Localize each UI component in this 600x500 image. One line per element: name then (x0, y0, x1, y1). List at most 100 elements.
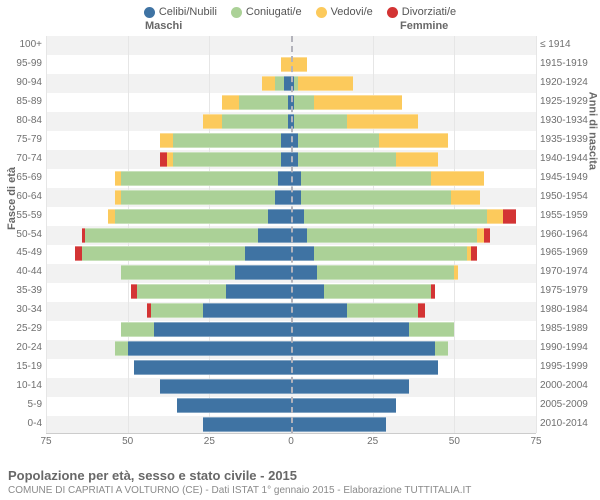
bar-segment (314, 95, 402, 110)
bar-segment (151, 303, 203, 318)
bar-segment (471, 246, 478, 261)
female-bar (291, 341, 448, 356)
legend-swatch (231, 7, 242, 18)
age-label: 5-9 (2, 399, 42, 410)
bar-segment (298, 76, 354, 91)
age-label: 45-49 (2, 247, 42, 258)
bar-segment (275, 76, 285, 91)
female-bar (291, 284, 435, 299)
bar-segment (121, 322, 154, 337)
bar-segment (396, 152, 438, 167)
female-bar (291, 171, 484, 186)
bar-segment (291, 417, 386, 432)
bar-segment (115, 341, 128, 356)
bar-segment (121, 190, 275, 205)
bar-segment (301, 171, 432, 186)
x-tick: 50 (449, 436, 460, 447)
age-label: 25-29 (2, 323, 42, 334)
male-bar (160, 133, 291, 148)
chart-title: Popolazione per età, sesso e stato civil… (8, 468, 592, 483)
x-axis: 7550250255075 (46, 434, 536, 452)
male-bar (108, 209, 291, 224)
age-label: 15-19 (2, 361, 42, 372)
bar-segment (160, 379, 291, 394)
bar-segment (245, 246, 291, 261)
age-label: 50-54 (2, 229, 42, 240)
x-tick: 75 (40, 436, 51, 447)
birth-year-label: 1930-1934 (540, 115, 598, 126)
bar-segment (484, 228, 491, 243)
bar-segment (291, 379, 409, 394)
center-axis (291, 36, 293, 433)
female-bar (291, 379, 409, 394)
bar-segment (226, 284, 291, 299)
bar-segment (121, 265, 235, 280)
bar-segment (431, 284, 434, 299)
bar-segment (222, 114, 287, 129)
male-bar (115, 341, 291, 356)
bar-segment (298, 133, 380, 148)
birth-year-label: 1925-1929 (540, 96, 598, 107)
female-bar (291, 133, 448, 148)
female-bar (291, 265, 458, 280)
male-bar (134, 360, 291, 375)
bar-segment (173, 152, 281, 167)
male-bar (203, 114, 291, 129)
bar-segment (82, 246, 245, 261)
bar-segment (307, 228, 477, 243)
bar-segment (291, 322, 409, 337)
male-bar (160, 379, 291, 394)
birth-year-label: 1960-1964 (540, 229, 598, 240)
female-bar (291, 190, 480, 205)
age-label: 35-39 (2, 285, 42, 296)
age-label: 70-74 (2, 153, 42, 164)
x-tick: 25 (367, 436, 378, 447)
bar-segment (173, 133, 281, 148)
gridline (536, 36, 537, 433)
bar-segment (154, 322, 291, 337)
bar-segment (291, 398, 396, 413)
age-label: 90-94 (2, 77, 42, 88)
male-bar (115, 171, 291, 186)
bar-segment (451, 190, 480, 205)
birth-year-label: 1980-1984 (540, 304, 598, 315)
bar-segment (262, 76, 275, 91)
legend-label: Vedovi/e (331, 6, 373, 18)
x-tick: 0 (288, 436, 294, 447)
female-bar (291, 152, 438, 167)
female-bar (291, 303, 425, 318)
bar-segment (291, 360, 438, 375)
plot-area: 100+≤ 191495-991915-191990-941920-192485… (46, 36, 536, 434)
bar-segment (291, 57, 307, 72)
female-bar (291, 360, 438, 375)
bar-segment (298, 152, 396, 167)
bar-segment (239, 95, 288, 110)
legend-label: Coniugati/e (246, 6, 302, 18)
bar-segment (281, 57, 291, 72)
female-bar (291, 114, 418, 129)
male-bar (222, 95, 291, 110)
birth-year-label: 2000-2004 (540, 380, 598, 391)
female-bar (291, 209, 516, 224)
female-bar (291, 246, 477, 261)
birth-year-label: ≤ 1914 (540, 39, 598, 50)
male-bar (82, 228, 291, 243)
birth-year-label: 2005-2009 (540, 399, 598, 410)
bar-segment (177, 398, 291, 413)
age-label: 55-59 (2, 210, 42, 221)
bar-segment (304, 209, 487, 224)
bar-segment (291, 341, 435, 356)
bar-segment (134, 360, 291, 375)
bar-segment (278, 171, 291, 186)
x-tick: 25 (204, 436, 215, 447)
population-pyramid-chart: Celibi/NubiliConiugati/eVedovi/eDivorzia… (0, 0, 600, 500)
male-bar (177, 398, 291, 413)
male-bar (147, 303, 291, 318)
bar-segment (291, 246, 314, 261)
bar-segment (291, 228, 307, 243)
legend-item: Divorziati/e (387, 6, 456, 18)
female-bar (291, 76, 353, 91)
bar-segment (222, 95, 238, 110)
bar-segment (128, 341, 291, 356)
legend-label: Divorziati/e (402, 6, 456, 18)
